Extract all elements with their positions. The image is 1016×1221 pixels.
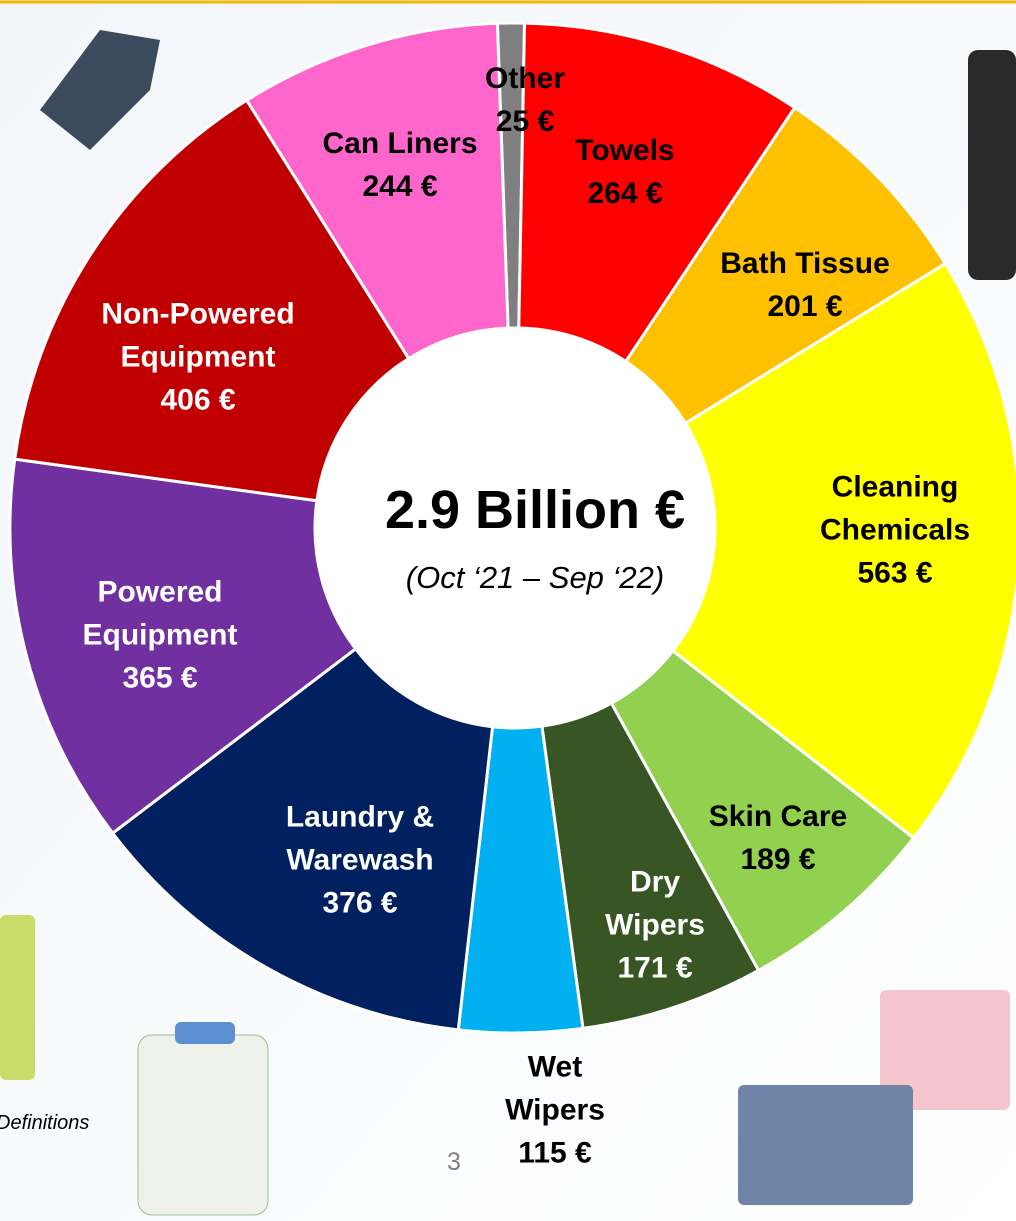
image-wipes-tub <box>138 1035 268 1215</box>
footer-note: Definitions <box>0 1112 89 1135</box>
category-label: Cleaning Chemicals <box>820 466 970 552</box>
page-number: 3 <box>447 1148 461 1177</box>
value-label: 25 € <box>485 100 565 143</box>
value-label: 189 € <box>709 838 847 881</box>
image-wiper-pack <box>738 1085 913 1205</box>
center-title: 2.9 Billion € <box>385 479 685 541</box>
category-label: Laundry & Warewash <box>286 796 434 882</box>
value-label: 244 € <box>322 165 477 208</box>
category-label: Other <box>485 57 565 100</box>
category-label: Can Liners <box>322 122 477 165</box>
value-label: 171 € <box>605 947 705 990</box>
value-label: 115 € <box>505 1132 605 1175</box>
page: 2.9 Billion € (Oct ‘21 – Sep ‘22) Defini… <box>0 0 1016 1221</box>
category-label: Wet Wipers <box>505 1046 605 1132</box>
image-bottle <box>0 915 35 1080</box>
value-label: 406 € <box>101 379 294 422</box>
image-wipes-lid <box>175 1022 235 1044</box>
center-subtitle: (Oct ‘21 – Sep ‘22) <box>406 560 664 596</box>
value-label: 563 € <box>820 552 970 595</box>
value-label: 376 € <box>286 882 434 925</box>
category-label: Powered Equipment <box>83 571 238 657</box>
category-label: Towels <box>575 129 674 172</box>
category-label: Dry Wipers <box>605 861 705 947</box>
value-label: 264 € <box>575 172 674 215</box>
category-label: Bath Tissue <box>720 242 890 285</box>
category-label: Non-Powered Equipment <box>101 293 294 379</box>
category-label: Skin Care <box>709 795 847 838</box>
value-label: 365 € <box>83 657 238 700</box>
value-label: 201 € <box>720 285 890 328</box>
image-dispenser <box>968 50 1016 280</box>
